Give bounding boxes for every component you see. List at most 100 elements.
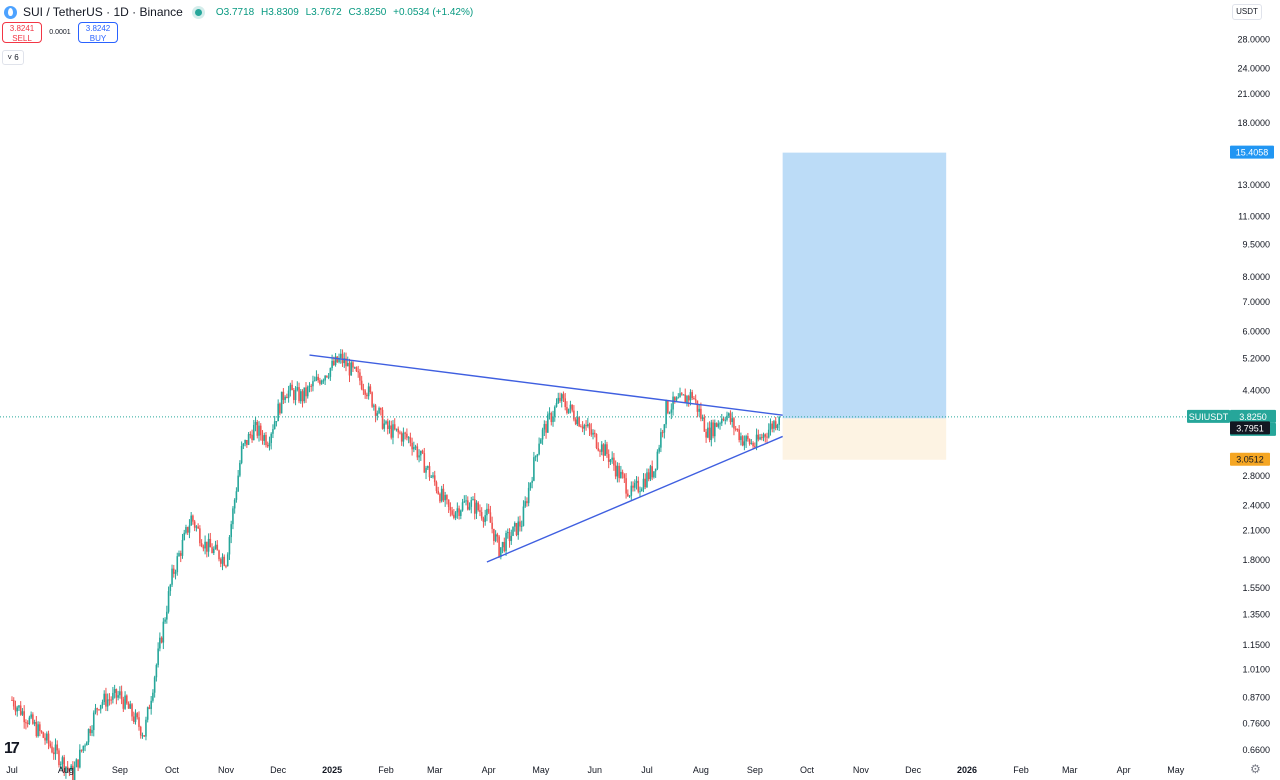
- candle-body: [39, 724, 41, 732]
- candle-body: [660, 432, 662, 448]
- candle-body: [587, 424, 589, 427]
- candle-body: [19, 705, 22, 715]
- candle-body: [61, 757, 64, 764]
- candle-body: [609, 459, 612, 462]
- x-tick-label: Oct: [165, 765, 180, 775]
- candle-body: [646, 472, 648, 488]
- candle-body: [357, 371, 359, 373]
- candle-body: [719, 423, 721, 425]
- candle-body: [291, 384, 293, 391]
- candle-body: [686, 396, 688, 404]
- candle-body: [738, 429, 740, 441]
- candle-body: [33, 722, 36, 724]
- candle-body: [239, 462, 241, 476]
- candle-body: [45, 733, 48, 741]
- candle-body: [134, 713, 137, 722]
- candle-body: [665, 400, 667, 425]
- candle-body: [54, 744, 57, 755]
- candle-body: [705, 431, 707, 438]
- candle-body: [700, 408, 702, 419]
- currency-button[interactable]: USDT: [1232, 4, 1262, 20]
- x-tick-label: Nov: [853, 765, 870, 775]
- candle-body: [294, 389, 297, 401]
- y-tick-label: 18.0000: [1237, 118, 1270, 128]
- candle-body: [567, 408, 570, 413]
- candle-body: [453, 514, 455, 518]
- candle-body: [729, 413, 732, 423]
- candle-body: [679, 393, 681, 398]
- buy-button[interactable]: 3.8242 BUY: [78, 22, 118, 43]
- candle-body: [326, 375, 328, 378]
- candle-body: [63, 757, 65, 773]
- candle-body: [237, 475, 239, 492]
- tradingview-logo-icon[interactable]: 17: [4, 740, 20, 757]
- candle-body: [127, 703, 130, 709]
- candle-body: [625, 478, 627, 494]
- candle-body: [122, 699, 125, 709]
- candle-body: [630, 485, 633, 496]
- candle-body: [426, 466, 429, 468]
- candle-body: [684, 394, 687, 404]
- candle-body: [458, 508, 460, 516]
- candle-body: [65, 766, 67, 773]
- candle-body: [628, 495, 631, 497]
- candle-body: [228, 537, 231, 555]
- last-price-label-bg: [1230, 409, 1276, 423]
- candle-body: [762, 434, 765, 438]
- settings-gear-icon[interactable]: ⚙: [1250, 762, 1261, 776]
- candle-body: [14, 706, 17, 712]
- candle-body: [348, 362, 351, 376]
- candle-body: [366, 394, 368, 397]
- candle-body: [110, 699, 112, 701]
- candle-body: [77, 759, 79, 768]
- sell-button[interactable]: 3.8241 SELL: [2, 22, 42, 43]
- candle-body: [178, 553, 180, 557]
- candle-body: [440, 488, 443, 502]
- candle-body: [218, 550, 220, 560]
- candle-body: [510, 535, 513, 542]
- candle-body: [627, 493, 629, 497]
- candle-body: [296, 387, 299, 390]
- candle-body: [550, 413, 553, 423]
- time-axis: Jul Aug Sep Oct Nov Dec 2025 Feb Mar Apr May Jun Jul…: [6, 765, 1185, 775]
- candle-body: [754, 446, 756, 448]
- candle-body: [774, 421, 777, 429]
- candle-body: [734, 428, 737, 430]
- trade-panel: 3.8241 SELL 0.0001 3.8242 BUY: [2, 22, 118, 43]
- candle-body: [308, 385, 311, 387]
- x-tick-label: Mar: [1062, 765, 1078, 775]
- candle-body: [386, 421, 389, 429]
- candle-body: [710, 422, 713, 441]
- candle-body: [566, 406, 568, 413]
- candle-body: [166, 611, 168, 620]
- candle-body: [409, 437, 412, 443]
- candle-body: [581, 426, 584, 429]
- y-tick-label: 7.0000: [1242, 297, 1270, 307]
- candle-body: [661, 432, 664, 434]
- candle-body: [73, 767, 76, 780]
- candle-body: [446, 495, 448, 500]
- candle-body: [618, 465, 620, 479]
- candle-body: [663, 424, 666, 433]
- candle-body: [437, 490, 440, 494]
- y-tick-label: 2.1000: [1242, 526, 1270, 536]
- candle-body: [486, 508, 488, 516]
- indicators-toggle[interactable]: ˅ 6: [2, 50, 24, 65]
- candle-body: [432, 475, 434, 477]
- candle-body: [176, 556, 179, 573]
- candle-body: [733, 418, 735, 429]
- candle-body: [383, 423, 386, 429]
- candle-body: [722, 418, 725, 420]
- candle-body: [258, 425, 260, 436]
- candle-body: [472, 499, 474, 501]
- candle-body: [715, 422, 718, 427]
- candle-body: [216, 544, 219, 551]
- candle-body: [139, 726, 142, 736]
- candle-body: [303, 387, 306, 402]
- candle-body: [80, 749, 83, 751]
- candle-body: [108, 699, 111, 701]
- candle-body: [117, 695, 119, 698]
- change-value: +0.0534 (+1.42%): [393, 6, 474, 18]
- symbol-title[interactable]: SUI / TetherUS · 1D · Binance: [23, 5, 183, 19]
